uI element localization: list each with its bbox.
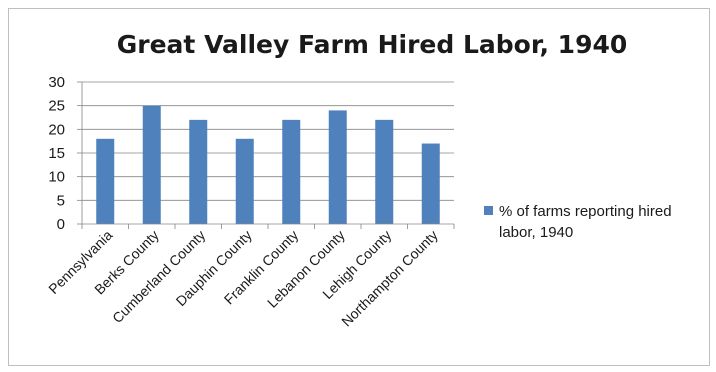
legend: % of farms reporting hired labor, 1940 bbox=[484, 203, 672, 241]
y-tick-label: 25 bbox=[48, 98, 65, 115]
bar bbox=[375, 119, 394, 224]
x-axis bbox=[81, 223, 455, 229]
bar bbox=[142, 105, 161, 224]
y-tick-label: 10 bbox=[48, 169, 65, 186]
legend-label-line-2: labor, 1940 bbox=[499, 224, 573, 241]
bar bbox=[96, 138, 115, 224]
bars bbox=[96, 105, 440, 224]
y-tick-label: 0 bbox=[57, 216, 65, 233]
bar bbox=[328, 110, 347, 224]
legend-swatch bbox=[484, 206, 493, 215]
bar bbox=[282, 119, 301, 224]
y-tick-label: 5 bbox=[57, 192, 65, 209]
y-tick-label: 30 bbox=[48, 74, 65, 91]
bar bbox=[189, 119, 208, 224]
y-tick-label: 15 bbox=[48, 145, 65, 162]
gridlines bbox=[82, 81, 454, 201]
chart-frame bbox=[8, 8, 710, 366]
legend-label-line-1: % of farms reporting hired bbox=[499, 203, 672, 220]
y-tick-label: 20 bbox=[48, 121, 65, 138]
y-axis-ticks: 0 5 10 15 20 25 30 bbox=[48, 74, 83, 233]
bar bbox=[421, 143, 440, 224]
bar bbox=[235, 138, 254, 224]
chart-title: Great Valley Farm Hired Labor, 1940 bbox=[117, 30, 628, 59]
